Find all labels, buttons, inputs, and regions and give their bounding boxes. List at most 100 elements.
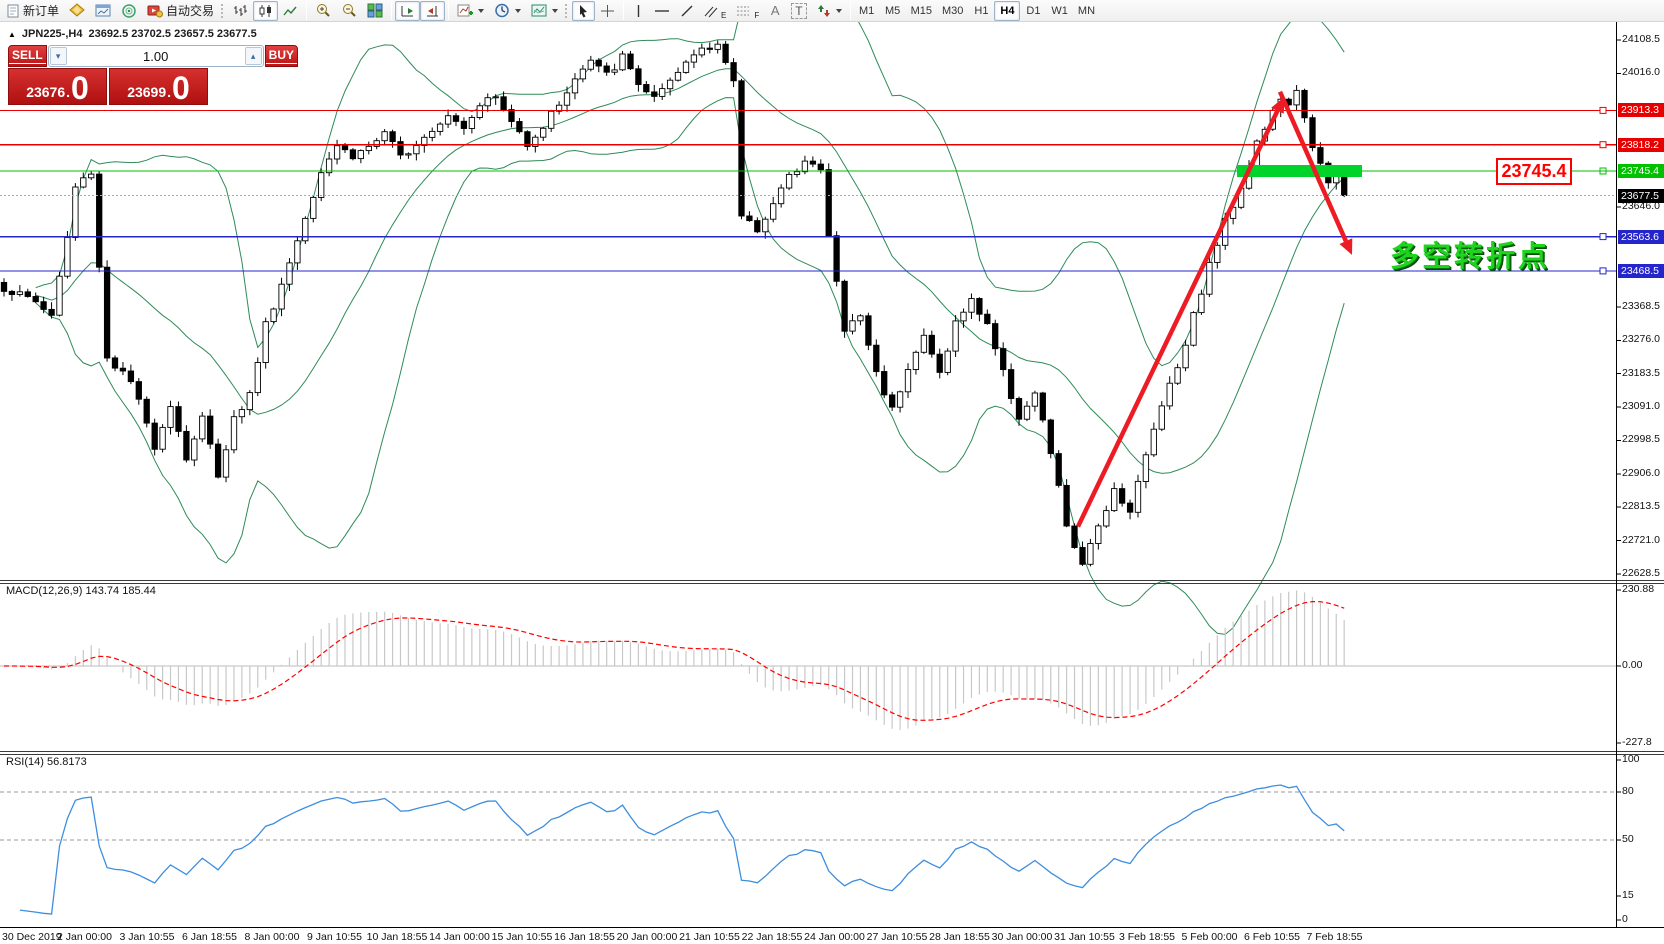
channel-button[interactable]: E (699, 1, 731, 21)
chevron-down-icon (552, 8, 559, 13)
price-tick-label: 0.00 (1622, 659, 1643, 671)
buy-price-pip: 0 (172, 70, 190, 107)
timeframe-w1-button[interactable]: W1 (1046, 1, 1073, 21)
zoom-out-button[interactable] (336, 1, 362, 21)
metaeditor-button[interactable] (64, 1, 90, 21)
tile-windows-icon (367, 3, 383, 18)
text-tool-button[interactable]: A (764, 1, 786, 21)
symbol-period-label: JPN225-,H4 (21, 28, 83, 40)
time-tick-label: 8 Jan 00:00 (244, 931, 300, 943)
collapse-icon[interactable]: ▲ (8, 29, 16, 39)
buy-label: BUY (265, 48, 298, 64)
data-feed-button[interactable] (116, 1, 142, 21)
time-tick-label: 7 Feb 18:55 (1306, 931, 1363, 943)
zoom-in-button[interactable] (310, 1, 336, 21)
macd-panel[interactable] (0, 583, 1616, 751)
crosshair-icon (600, 4, 615, 18)
time-tick-label: 6 Feb 10:55 (1243, 931, 1301, 943)
line-chart-icon (283, 4, 298, 18)
volume-decrease-button[interactable]: ▾ (49, 47, 67, 65)
price-callout-label[interactable]: 23745.4 (1496, 158, 1572, 185)
timeframe-m30-button[interactable]: M30 (937, 1, 968, 21)
main-chart-panel[interactable] (0, 22, 1616, 580)
profiles-button[interactable] (90, 1, 116, 21)
trendline-button[interactable] (675, 1, 699, 21)
text-tool-label: A (770, 3, 780, 18)
shapes-button[interactable] (812, 1, 847, 21)
timeframe-h4-button[interactable]: H4 (994, 0, 1021, 21)
tile-windows-button[interactable] (362, 1, 388, 21)
chevron-down-icon (478, 8, 485, 13)
price-tick-label: 230.88 (1622, 583, 1655, 595)
new-order-icon (7, 4, 20, 18)
timeframe-label: W1 (1051, 4, 1068, 17)
sell-button[interactable]: SELL (8, 45, 47, 67)
time-tick-label: 10 Jan 18:55 (366, 931, 428, 943)
macd-name: MACD(12,26,9) (6, 585, 83, 597)
price-tick-label: 50 (1622, 833, 1634, 845)
toolbar-separator (448, 1, 450, 20)
indicators-button[interactable] (452, 1, 489, 21)
timeframe-label: M5 (884, 4, 901, 17)
fibonacci-button[interactable]: F (731, 1, 764, 21)
buy-price-button[interactable]: 23699. 0 (109, 68, 208, 105)
cursor-button[interactable] (572, 0, 596, 21)
price-tick-label: 24016.0 (1622, 66, 1660, 79)
timeframe-label: M1 (858, 4, 875, 17)
vertical-line-button[interactable] (627, 1, 649, 21)
timeframe-d1-button[interactable]: D1 (1020, 1, 1046, 21)
price-tick-label: 22906.0 (1622, 466, 1660, 479)
chinese-annotation[interactable]: 多空转折点 (1390, 241, 1551, 273)
zoom-out-icon (341, 3, 357, 18)
label-tool-button[interactable]: T (786, 1, 811, 21)
toolbar-grip (565, 3, 570, 18)
time-tick-label: 20 Jan 00:00 (616, 931, 678, 943)
new-order-button[interactable]: 新订单 (2, 1, 64, 21)
rsi-panel[interactable] (0, 754, 1616, 927)
sell-price-button[interactable]: 23676. 0 (8, 68, 107, 105)
horizontal-line-button[interactable] (649, 1, 675, 21)
one-click-trading-panel: SELL ▾ ▴ BUY 23676.0 23699.0 (8, 45, 299, 106)
time-tick-label: 27 Jan 10:55 (866, 931, 928, 943)
price-tick-label: 15 (1622, 889, 1634, 901)
auto-trading-button[interactable]: 自动交易 (142, 1, 219, 21)
price-tick-label: 0 (1622, 913, 1628, 925)
timeframe-h1-button[interactable]: H1 (968, 1, 994, 21)
channel-icon (704, 4, 718, 18)
timeframe-m5-button[interactable]: M5 (880, 1, 906, 21)
shapes-arrows-icon (817, 4, 831, 18)
volume-input[interactable] (67, 46, 244, 66)
templates-button[interactable] (526, 1, 563, 21)
macd-label: MACD(12,26,9) 143.74 185.44 (6, 585, 156, 597)
timeframe-label: MN (1077, 4, 1096, 17)
timeframe-m1-button[interactable]: M1 (854, 1, 880, 21)
timeframe-m15-button[interactable]: M15 (906, 1, 937, 21)
price-badge: 23677.5 (1618, 188, 1664, 203)
chart-bars-button[interactable] (228, 1, 253, 21)
time-tick-label: 14 Jan 00:00 (429, 931, 490, 943)
toolbar-separator (391, 1, 393, 20)
timeframe-label: M15 (910, 4, 933, 17)
chart-line-button[interactable] (278, 1, 303, 21)
crosshair-button[interactable] (595, 1, 620, 21)
time-tick-label: 16 Jan 18:55 (554, 931, 615, 943)
new-order-label: 新订单 (23, 4, 60, 18)
price-tick-label: 80 (1622, 785, 1634, 797)
timeframe-mn-button[interactable]: MN (1073, 1, 1100, 21)
chart-shift-button[interactable] (420, 0, 446, 21)
sell-price-pip: 0 (71, 70, 89, 107)
sell-price-dot: . (66, 84, 71, 100)
timeframe-label: D1 (1026, 4, 1041, 17)
buy-button[interactable]: BUY (264, 45, 299, 67)
periods-button[interactable] (489, 1, 526, 21)
time-tick-label: 3 Jan 10:55 (119, 931, 175, 943)
bars-chart-icon (233, 4, 248, 18)
price-tick-label: 22628.5 (1622, 566, 1660, 579)
chart-candles-button[interactable] (253, 0, 279, 21)
rsi-value: 56.8173 (46, 756, 87, 768)
channel-label: E (721, 10, 727, 20)
volume-increase-button[interactable]: ▴ (244, 47, 262, 65)
auto-scroll-button[interactable] (395, 0, 421, 21)
rsi-label: RSI(14) 56.8173 (6, 756, 87, 768)
